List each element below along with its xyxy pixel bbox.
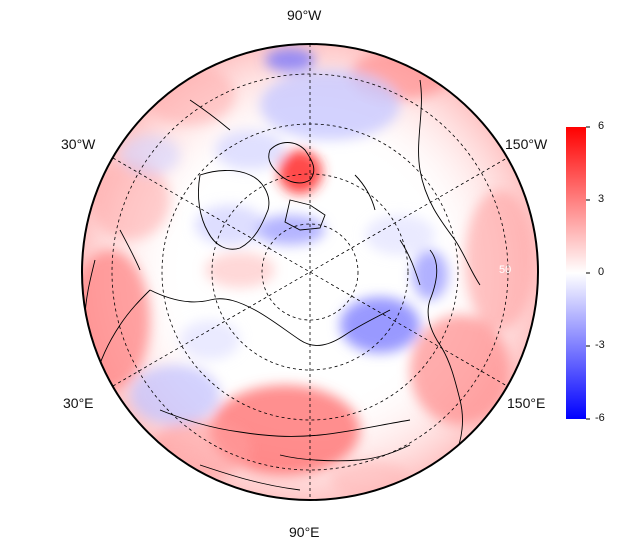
lon-label-30e: 30°E: [63, 395, 94, 411]
lon-label-90w: 90°W: [287, 7, 322, 23]
colorbar-tick-label: 0: [598, 266, 605, 278]
lon-label-30w: 30°W: [61, 136, 96, 152]
lon-label-90e: 90°E: [289, 524, 320, 540]
lon-label-150w: 150°W: [505, 136, 548, 152]
colorbar-tick-label: -6: [595, 412, 605, 424]
colorbar-tick-label: -3: [595, 339, 605, 351]
latitude-label: 50: [499, 264, 511, 276]
colorbar-ticks: [586, 126, 590, 420]
lon-label-150e: 150°E: [507, 395, 546, 411]
colorbar-tick-label: 6: [598, 120, 605, 132]
colorbar-tick-label: 3: [598, 193, 605, 205]
colorbar: [566, 127, 586, 419]
map-boundary: [81, 43, 539, 501]
graticule: [111, 44, 509, 500]
coastlines: [84, 79, 481, 491]
